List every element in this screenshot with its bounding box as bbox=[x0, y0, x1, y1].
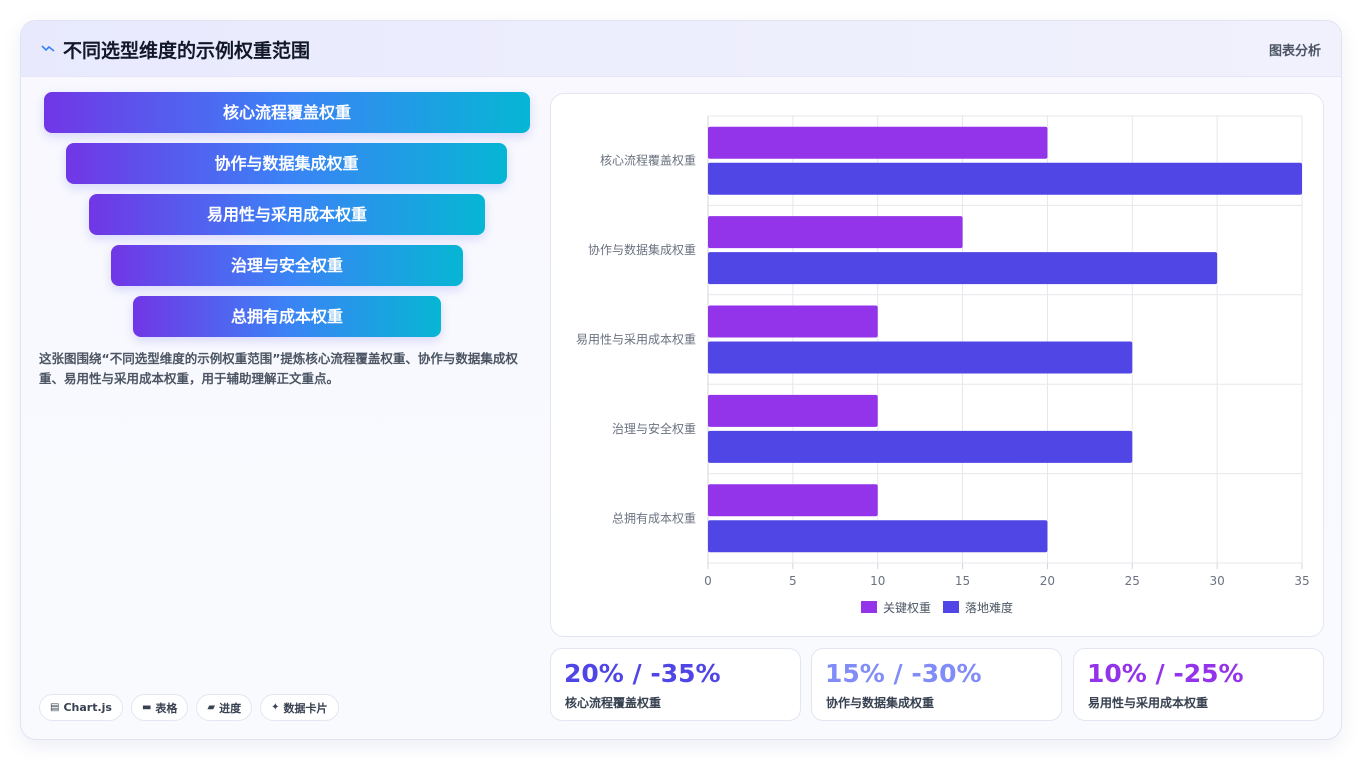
bar-key-weight bbox=[708, 126, 1048, 159]
sparkle-icon: ✦ bbox=[271, 702, 280, 713]
x-tick-label: 15 bbox=[955, 574, 970, 588]
stat-label: 核心流程覆盖权重 bbox=[565, 696, 662, 710]
funnel-item-4: 治理与安全权重 bbox=[111, 245, 463, 286]
chip-table[interactable]: ▬ 表格 bbox=[130, 694, 189, 721]
x-tick-label: 35 bbox=[1294, 574, 1309, 588]
stat-label: 协作与数据集成权重 bbox=[826, 696, 935, 710]
legend-swatch bbox=[943, 601, 959, 613]
chip-label: 数据卡片 bbox=[283, 701, 328, 715]
funnel-item-5: 总拥有成本权重 bbox=[133, 296, 441, 337]
y-tick-label: 核心流程覆盖权重 bbox=[600, 153, 696, 168]
chip-label: 表格 bbox=[155, 701, 178, 715]
bar-key-weight bbox=[708, 305, 878, 338]
stat-label: 易用性与采用成本权重 bbox=[1088, 696, 1209, 710]
chip-label: Chart.js bbox=[63, 701, 112, 714]
bar-key-weight bbox=[708, 216, 963, 249]
bar-difficulty bbox=[708, 162, 1302, 195]
chart-icon: ▤ bbox=[50, 702, 60, 713]
header-tag: 图表分析 bbox=[1268, 44, 1321, 59]
table-icon: ▬ bbox=[141, 702, 152, 713]
funnel-item-1: 核心流程覆盖权重 bbox=[44, 92, 530, 133]
bar-difficulty bbox=[708, 520, 1048, 553]
y-tick-label: 易用性与采用成本权重 bbox=[576, 333, 696, 347]
chip-label: 进度 bbox=[219, 701, 242, 715]
x-tick-label: 5 bbox=[789, 574, 797, 588]
bar-difficulty bbox=[708, 252, 1218, 285]
chip-data-card[interactable]: ✦ 数据卡片 bbox=[260, 694, 339, 721]
stat-value: 20% / -35% bbox=[564, 659, 721, 688]
main-card: 不同选型维度的示例权重范围 图表分析 核心流程覆盖权重 协作与数据集成权重 易用… bbox=[20, 20, 1342, 740]
stat-value: 15% / -30% bbox=[825, 659, 982, 688]
bar-difficulty bbox=[708, 430, 1133, 463]
x-tick-label: 0 bbox=[704, 574, 712, 588]
funnel-item-3: 易用性与采用成本权重 bbox=[89, 194, 485, 235]
funnel-item-2: 协作与数据集成权重 bbox=[66, 143, 507, 184]
x-tick-label: 10 bbox=[870, 574, 885, 588]
stat-card-2: 15% / -30% 协作与数据集成权重 bbox=[811, 648, 1062, 721]
legend-swatch bbox=[861, 601, 877, 613]
stat-card-3: 10% / -25% 易用性与采用成本权重 bbox=[1073, 648, 1324, 721]
y-tick-label: 治理与安全权重 bbox=[612, 421, 696, 436]
progress-icon: ▰ bbox=[207, 702, 216, 713]
page-title: 不同选型维度的示例权重范围 bbox=[63, 40, 311, 62]
x-tick-label: 25 bbox=[1125, 574, 1140, 588]
y-tick-label: 协作与数据集成权重 bbox=[588, 242, 696, 257]
chip-chartjs[interactable]: ▤ Chart.js bbox=[39, 694, 123, 721]
chip-progress[interactable]: ▰ 进度 bbox=[196, 694, 253, 721]
legend-label: 关键权重 bbox=[883, 601, 931, 615]
x-tick-label: 20 bbox=[1040, 574, 1055, 588]
x-tick-label: 30 bbox=[1210, 574, 1225, 588]
chip-row: ▤ Chart.js ▬ 表格 ▰ 进度 ✦ 数据卡片 bbox=[39, 694, 339, 721]
stat-card-1: 20% / -35% 核心流程覆盖权重 bbox=[550, 648, 801, 721]
bar-key-weight bbox=[708, 484, 878, 517]
bar-difficulty bbox=[708, 341, 1133, 374]
legend-label: 落地难度 bbox=[965, 600, 1013, 615]
chart-line-icon bbox=[41, 45, 55, 52]
bar-key-weight bbox=[708, 394, 878, 427]
header: 不同选型维度的示例权重范围 图表分析 bbox=[21, 21, 1341, 77]
stat-value: 10% / -25% bbox=[1087, 659, 1244, 688]
description: 这张图围绕“不同选型维度的示例权重范围”提炼核心流程覆盖权重、协作与数据集成权重… bbox=[39, 351, 518, 386]
chart-panel: 0 5 10 15 20 25 30 35 核心流程覆盖权重协作与数据集成权重易用性与采用成本权… bbox=[550, 93, 1324, 637]
y-tick-label: 总拥有成本权重 bbox=[612, 511, 696, 525]
bar-chart: 0 5 10 15 20 25 30 35 核心流程覆盖权重协作与数据集成权重易用性与采用成本权… bbox=[576, 115, 1310, 615]
